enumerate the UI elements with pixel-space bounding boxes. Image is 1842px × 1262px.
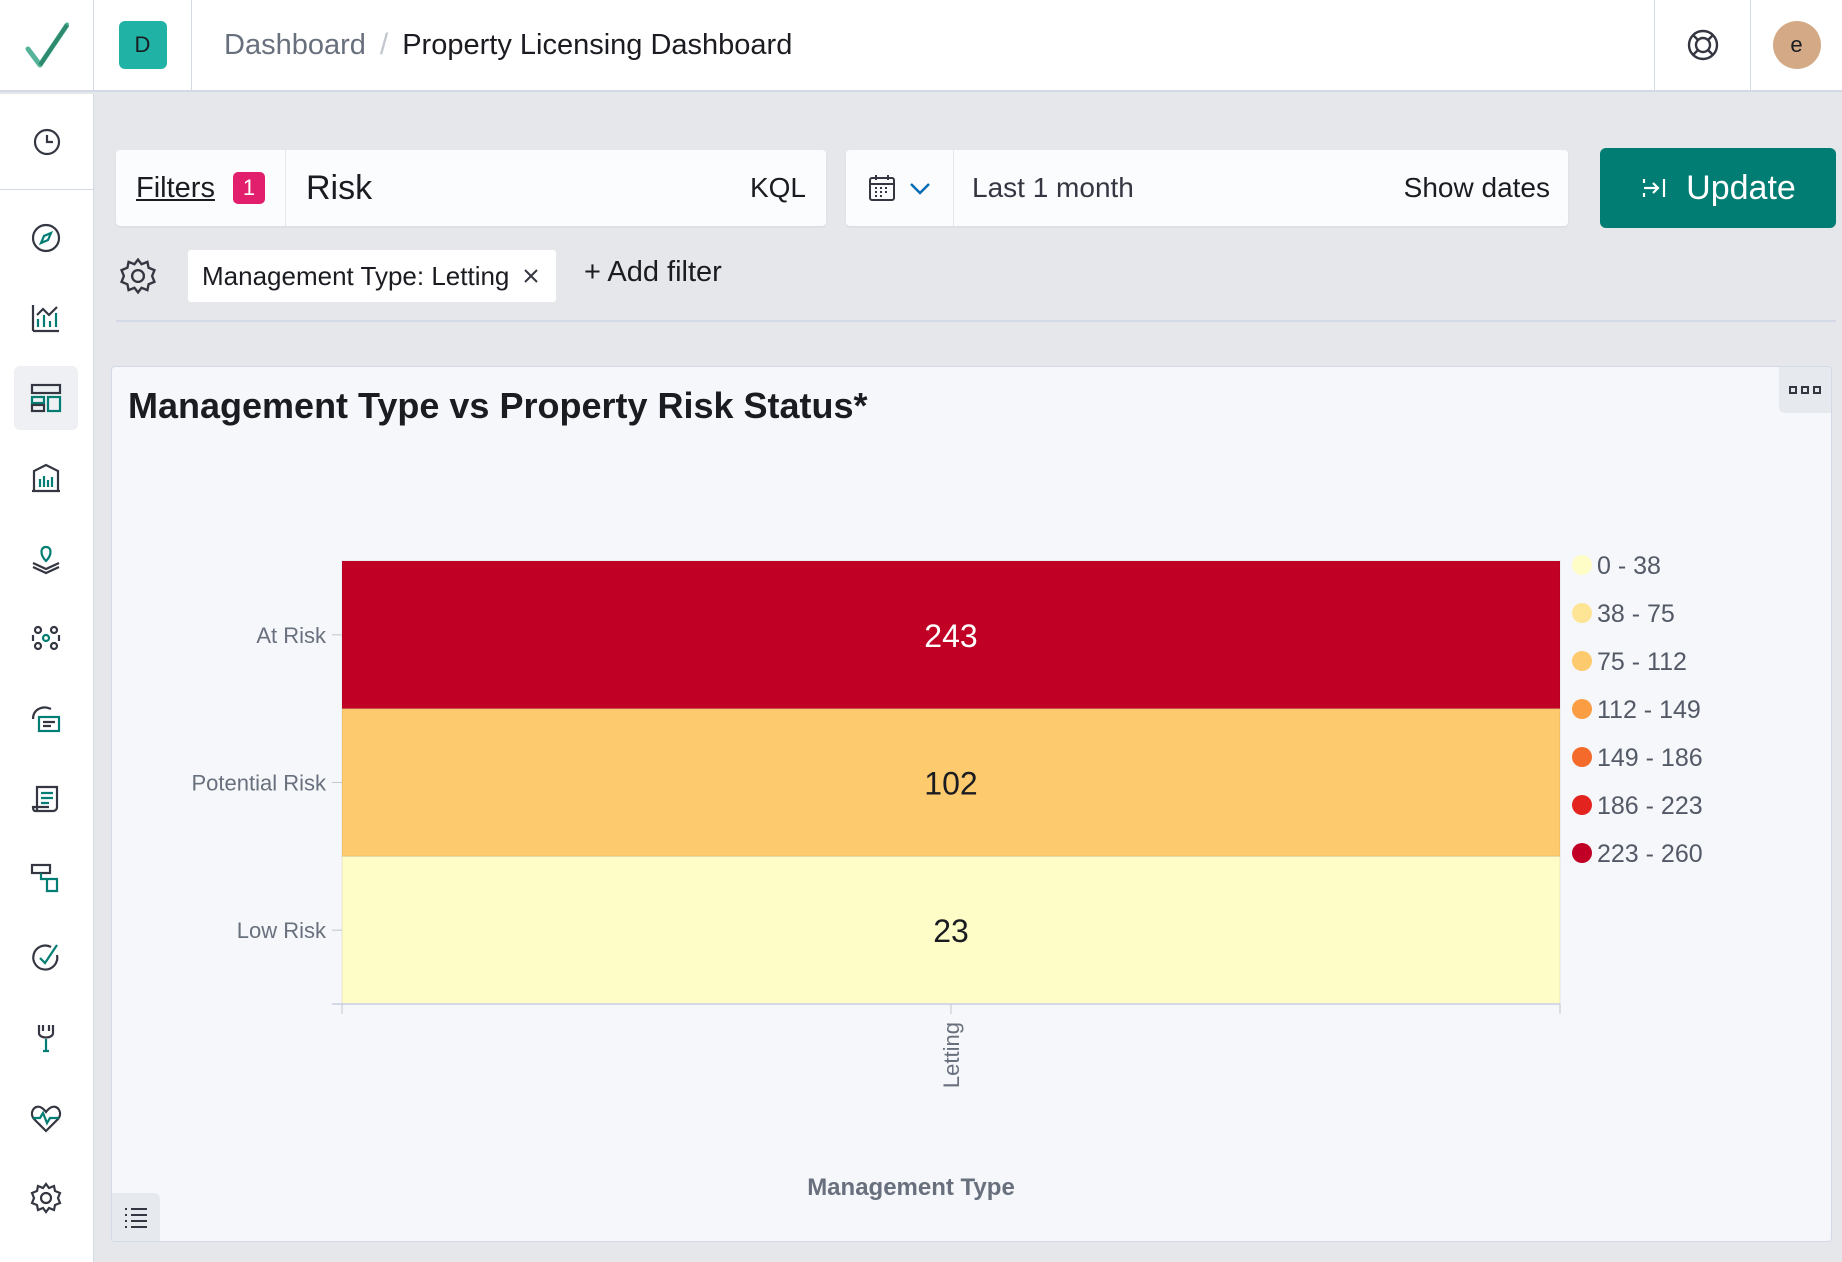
nav-canvas[interactable] (14, 446, 78, 510)
divider (116, 320, 1836, 322)
y-tick-label: Low Risk (237, 918, 327, 943)
nav-visualize[interactable] (14, 286, 78, 350)
siem-icon (32, 944, 59, 971)
search-input[interactable] (286, 150, 750, 226)
legend-item-label: 75 - 112 (1597, 648, 1687, 676)
nav-dashboard[interactable] (14, 366, 78, 430)
legend-item-label: 186 - 223 (1597, 792, 1703, 820)
help-button[interactable] (1654, 0, 1750, 91)
date-picker: Last 1 month Show dates (846, 150, 1568, 226)
nav-discover[interactable] (14, 206, 78, 270)
nav-siem[interactable] (14, 926, 78, 990)
monitoring-icon (30, 1105, 62, 1133)
legend-swatch (1572, 651, 1592, 671)
clock-icon (33, 128, 60, 155)
add-filter-button[interactable]: + Add filter (584, 256, 722, 288)
legend-item-label: 38 - 75 (1597, 600, 1675, 628)
help-lifebuoy-icon (1687, 29, 1718, 61)
filters-button[interactable]: Filters 1 (116, 150, 286, 226)
top-header: D Dashboard / Property Licensing Dashboa… (0, 0, 1842, 92)
legend-item-label: 0 - 38 (1597, 552, 1661, 580)
canvas-icon (32, 463, 60, 493)
date-range-label[interactable]: Last 1 month (972, 172, 1134, 203)
nav-machine-learning[interactable] (14, 606, 78, 670)
query-bar: Filters 1 KQL (116, 150, 826, 226)
calendar-icon (868, 175, 895, 201)
nav-maps[interactable] (14, 526, 78, 590)
cell-value-label: 102 (924, 766, 977, 802)
list-icon (125, 1208, 147, 1228)
dashboard-icon (30, 383, 62, 413)
page-title: Property Licensing Dashboard (402, 28, 793, 61)
logs-icon (31, 706, 61, 733)
space-selector[interactable]: D (94, 0, 192, 91)
breadcrumb-separator: / (379, 28, 389, 61)
x-axis-title: Management Type (807, 1174, 1015, 1201)
maps-icon (32, 545, 60, 575)
nav-management[interactable] (14, 1166, 78, 1230)
update-button-label: Update (1686, 168, 1796, 207)
filter-pill[interactable]: Management Type: Letting (188, 250, 556, 302)
nav-apm[interactable] (14, 766, 78, 830)
cell-value-label: 243 (924, 618, 977, 654)
visualize-icon (31, 305, 59, 333)
heatmap-cell (341, 855, 1561, 1005)
ml-icon (31, 625, 61, 651)
panel-title: Management Type vs Property Risk Status* (128, 385, 868, 426)
update-button[interactable]: Update (1600, 148, 1836, 228)
heatmap-chart: 243 At Risk 102 Potential Risk 23 Low Risk Let… (191, 552, 1703, 1201)
x-tick-label: Letting (939, 1022, 964, 1088)
heatmap-cell (341, 560, 1561, 710)
legend-swatch (1572, 795, 1592, 815)
apm-icon (31, 785, 59, 813)
filters-label: Filters (136, 171, 215, 204)
gear-icon (30, 1182, 62, 1214)
filter-pill-label: Management Type: Letting (202, 260, 510, 291)
legend-item-label: 149 - 186 (1597, 744, 1703, 772)
chevron-down-icon (909, 183, 930, 195)
quick-date-menu-button[interactable] (846, 150, 954, 226)
breadcrumb-dashboard-link[interactable]: Dashboard (224, 28, 366, 61)
panel-options-button[interactable] (1779, 367, 1831, 413)
legend-toggle-button[interactable] (112, 1193, 160, 1241)
y-tick-label: Potential Risk (191, 771, 327, 796)
avatar: e (1772, 21, 1821, 69)
dev-tools-icon (37, 1025, 55, 1053)
close-icon[interactable] (521, 266, 541, 286)
filters-count-badge: 1 (232, 172, 265, 204)
filter-settings-gear-icon[interactable] (118, 256, 158, 296)
options-dot-icon (1813, 386, 1821, 394)
nav-logs[interactable] (14, 686, 78, 750)
nav-uptime[interactable] (14, 846, 78, 910)
refresh-arrow-icon (1643, 179, 1666, 197)
checkmark-logo-icon (25, 22, 69, 68)
heatmap-cell (341, 708, 1561, 857)
legend-swatch (1572, 603, 1592, 623)
options-dot-icon (1789, 386, 1797, 394)
compass-icon (31, 223, 61, 253)
home-logo-button[interactable] (0, 0, 94, 91)
nav-dev-tools[interactable] (14, 1006, 78, 1070)
legend-swatch (1572, 555, 1592, 575)
legend-swatch (1572, 699, 1592, 719)
side-nav (0, 94, 94, 1262)
space-avatar: D (118, 21, 167, 69)
breadcrumb: Dashboard / Property Licensing Dashboard (192, 28, 1654, 62)
user-menu-button[interactable]: e (1750, 0, 1842, 91)
nav-recent-button[interactable] (0, 94, 93, 190)
options-dot-icon (1801, 386, 1809, 394)
legend-swatch (1572, 843, 1592, 863)
nav-monitoring[interactable] (14, 1086, 78, 1150)
legend-swatch (1572, 747, 1592, 767)
query-language-button[interactable]: KQL (749, 172, 806, 203)
visualization-panel: Management Type vs Property Risk Status*… (111, 366, 1832, 1242)
legend-item-label: 112 - 149 (1597, 696, 1701, 724)
y-tick-label: At Risk (256, 623, 327, 648)
uptime-icon (30, 863, 59, 893)
cell-value-label: 23 (933, 913, 969, 949)
show-dates-button[interactable]: Show dates (1403, 172, 1550, 203)
legend-item-label: 223 - 260 (1597, 840, 1703, 868)
